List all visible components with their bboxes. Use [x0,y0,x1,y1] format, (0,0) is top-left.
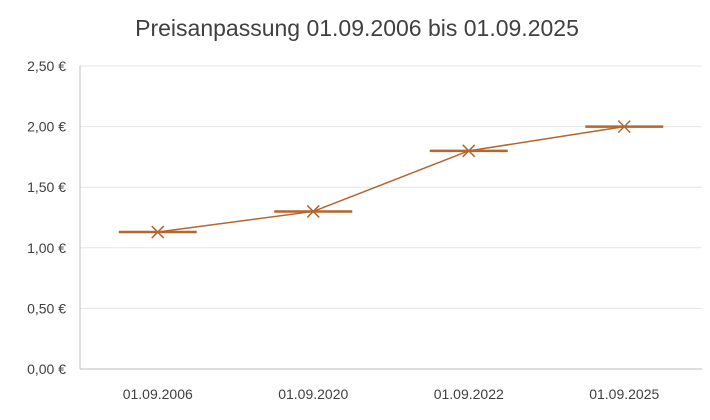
gridlines [80,65,702,309]
axes [79,66,702,370]
x-tick-label: 01.09.2006 [123,386,193,402]
y-tick-label: 2,00 € [27,119,66,135]
y-tick-label: 0,00 € [27,361,66,377]
y-tick-label: 2,50 € [27,58,66,74]
y-axis-ticks: 0,00 € 0,50 € 1,00 € 1,50 € 2,00 € 2,50 € [27,58,66,377]
chart-title: Preisanpassung 01.09.2006 bis 01.09.2025 [135,15,579,41]
data-point-x-marker [462,144,476,158]
x-tick-label: 01.09.2020 [278,386,348,402]
y-tick-label: 1,00 € [27,240,66,256]
data-point [429,144,508,158]
y-tick-label: 1,50 € [27,179,66,195]
series-line [157,125,625,233]
data-point-x-marker [306,204,320,218]
x-tick-label: 01.09.2022 [434,386,504,402]
x-tick-label: 01.09.2025 [589,386,659,402]
series [118,120,664,239]
data-point [585,120,664,134]
data-point-x-marker [151,225,165,239]
x-axis-ticks: 01.09.2006 01.09.2020 01.09.2022 01.09.2025 [123,386,660,402]
y-tick-label: 0,50 € [27,300,66,316]
data-point-x-marker [617,120,631,134]
data-point [274,204,353,218]
data-point [118,225,197,239]
